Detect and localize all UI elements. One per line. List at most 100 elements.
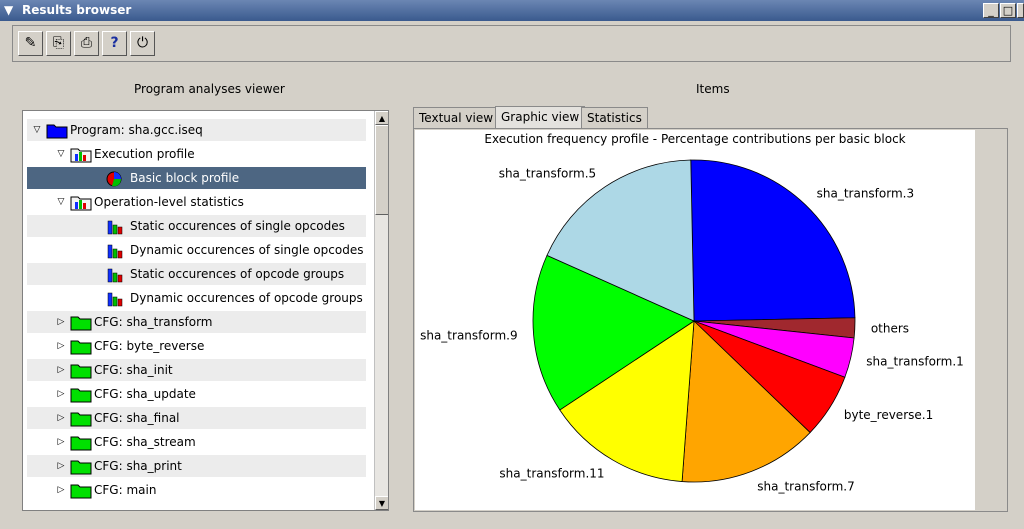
expand-triangle-icon[interactable]: ▷ bbox=[57, 413, 65, 423]
tree-item-label: CFG: sha_print bbox=[94, 459, 182, 473]
tree-item[interactable]: ▷ CFG: sha_init bbox=[27, 359, 366, 381]
help-tool-button[interactable]: ? bbox=[102, 31, 127, 56]
tree-item[interactable]: ▷ CFG: main bbox=[27, 479, 366, 501]
bar-icon bbox=[106, 266, 128, 283]
tree-item-label: Dynamic occurences of single opcodes bbox=[130, 243, 364, 257]
expand-triangle-icon[interactable]: ▷ bbox=[57, 461, 65, 471]
window-title: Results browser bbox=[22, 3, 132, 17]
close-button[interactable] bbox=[1017, 3, 1024, 18]
pie-slice bbox=[681, 320, 811, 483]
collapse-triangle-icon[interactable]: ▽ bbox=[33, 125, 41, 135]
scroll-down-button[interactable]: ▼ bbox=[375, 496, 388, 510]
tree-item-label: Static occurences of single opcodes bbox=[130, 219, 345, 233]
expand-triangle-icon[interactable]: ▷ bbox=[57, 365, 65, 375]
bar-icon bbox=[106, 242, 128, 259]
tree-item[interactable]: ▷ CFG: sha_stream bbox=[27, 431, 366, 453]
tree-item-label: CFG: sha_stream bbox=[94, 435, 196, 449]
pie-chart-svg: Execution frequency profile - Percentage… bbox=[420, 132, 964, 493]
tree-item[interactable]: ▷ CFG: sha_transform bbox=[27, 311, 366, 333]
tree-item-label: CFG: sha_init bbox=[94, 363, 173, 377]
tree-item-label: CFG: sha_update bbox=[94, 387, 196, 401]
clear-tool-button[interactable]: ✎ bbox=[18, 31, 43, 56]
pie-slice bbox=[546, 159, 695, 322]
scroll-up-button[interactable]: ▲ bbox=[375, 111, 388, 125]
slice-label: sha_transform.3 bbox=[817, 186, 915, 200]
window-menu-icon[interactable]: ▼ bbox=[4, 3, 14, 17]
program-analyses-header: Program analyses viewer bbox=[134, 82, 285, 96]
title-bar: ▼ Results browser _ □ bbox=[0, 0, 1024, 21]
tree-item-label: Basic block profile bbox=[130, 171, 240, 185]
tree-item[interactable]: ▽ Operation-level statistics bbox=[27, 191, 366, 213]
bar-icon bbox=[106, 218, 128, 235]
tree-item-label: Program: sha.gcc.iseq bbox=[70, 123, 203, 137]
tab-statistics[interactable]: Statistics bbox=[581, 107, 648, 128]
chart-title: Execution frequency profile - Percentage… bbox=[484, 132, 905, 146]
pie-chart: Execution frequency profile - Percentage… bbox=[415, 130, 975, 510]
tab-graphic-view[interactable]: Graphic view bbox=[495, 106, 586, 129]
tree-item-label: CFG: sha_transform bbox=[94, 315, 213, 329]
tree-item-label: CFG: byte_reverse bbox=[94, 339, 205, 353]
tree-item[interactable]: Basic block profile bbox=[27, 167, 366, 189]
tree-item-label: Static occurences of opcode groups bbox=[130, 267, 345, 281]
folder-green-icon bbox=[70, 314, 92, 331]
folder-green-icon bbox=[70, 458, 92, 475]
slice-label: sha_transform.11 bbox=[499, 467, 604, 481]
power-icon: ⏻ bbox=[136, 35, 149, 51]
help-icon: ? bbox=[110, 35, 119, 51]
folder-blue-icon bbox=[46, 122, 68, 139]
bar-icon bbox=[106, 290, 128, 307]
tree-item[interactable]: Dynamic occurences of single opcodes bbox=[27, 239, 366, 261]
tree-item-label: CFG: sha_final bbox=[94, 411, 180, 425]
collapse-triangle-icon[interactable]: ▽ bbox=[57, 149, 65, 159]
tree-item[interactable]: ▷ CFG: sha_print bbox=[27, 455, 366, 477]
clear-icon: ✎ bbox=[24, 35, 37, 51]
tree-item[interactable]: ▽ Execution profile bbox=[27, 143, 366, 165]
window-bottom-border bbox=[0, 521, 1024, 529]
folder-green-icon bbox=[70, 482, 92, 499]
pie-slice bbox=[532, 254, 695, 411]
pie-slice bbox=[690, 159, 856, 322]
tree-item-label: CFG: main bbox=[94, 483, 157, 497]
toolbar: ✎ ⎘ ⎙ ? ⏻ bbox=[12, 25, 1011, 62]
slice-label: sha_transform.5 bbox=[499, 166, 597, 180]
tree-scrollbar[interactable]: ▲ ▼ bbox=[374, 111, 388, 510]
slice-label: byte_reverse.1 bbox=[844, 408, 933, 422]
print-tool-button[interactable]: ⎙ bbox=[74, 31, 99, 56]
expand-triangle-icon[interactable]: ▷ bbox=[57, 437, 65, 447]
folder-green-icon bbox=[70, 410, 92, 427]
print-icon: ⎙ bbox=[80, 35, 93, 51]
maximize-button[interactable]: □ bbox=[1000, 3, 1016, 18]
folder-green-icon bbox=[70, 362, 92, 379]
import-tool-button[interactable]: ⎘ bbox=[46, 31, 71, 56]
import-icon: ⎘ bbox=[52, 35, 65, 51]
tab-textual-view[interactable]: Textual view bbox=[413, 107, 500, 128]
pie-slice bbox=[559, 320, 695, 482]
collapse-triangle-icon[interactable]: ▽ bbox=[57, 197, 65, 207]
folder-green-icon bbox=[70, 434, 92, 451]
slice-label: sha_transform.1 bbox=[866, 355, 964, 369]
folder-green-icon bbox=[70, 386, 92, 403]
expand-triangle-icon[interactable]: ▷ bbox=[57, 485, 65, 495]
tree-item[interactable]: Dynamic occurences of opcode groups bbox=[27, 287, 366, 309]
tree-item[interactable]: ▷ CFG: sha_final bbox=[27, 407, 366, 429]
slice-label: sha_transform.7 bbox=[757, 479, 855, 493]
folder-green-icon bbox=[70, 338, 92, 355]
expand-triangle-icon[interactable]: ▷ bbox=[57, 389, 65, 399]
pie-icon bbox=[106, 170, 128, 187]
tree-item-label: Dynamic occurences of opcode groups bbox=[130, 291, 363, 305]
power-tool-button[interactable]: ⏻ bbox=[130, 31, 155, 56]
tree-item-label: Execution profile bbox=[94, 147, 195, 161]
scroll-thumb[interactable] bbox=[375, 125, 388, 215]
expand-triangle-icon[interactable]: ▷ bbox=[57, 317, 65, 327]
tree-item[interactable]: Static occurences of single opcodes bbox=[27, 215, 366, 237]
minimize-button[interactable]: _ bbox=[983, 3, 999, 18]
tree-item[interactable]: ▷ CFG: byte_reverse bbox=[27, 335, 366, 357]
analysis-tree: ▽ Program: sha.gcc.iseq ▽ Execution profile… bbox=[22, 110, 389, 511]
tree-item[interactable]: Static occurences of opcode groups bbox=[27, 263, 366, 285]
slice-label: sha_transform.9 bbox=[420, 329, 518, 343]
items-header: Items bbox=[696, 82, 730, 96]
tree-item[interactable]: ▽ Program: sha.gcc.iseq bbox=[27, 119, 366, 141]
chart-folder-icon bbox=[70, 194, 92, 211]
expand-triangle-icon[interactable]: ▷ bbox=[57, 341, 65, 351]
tree-item[interactable]: ▷ CFG: sha_update bbox=[27, 383, 366, 405]
